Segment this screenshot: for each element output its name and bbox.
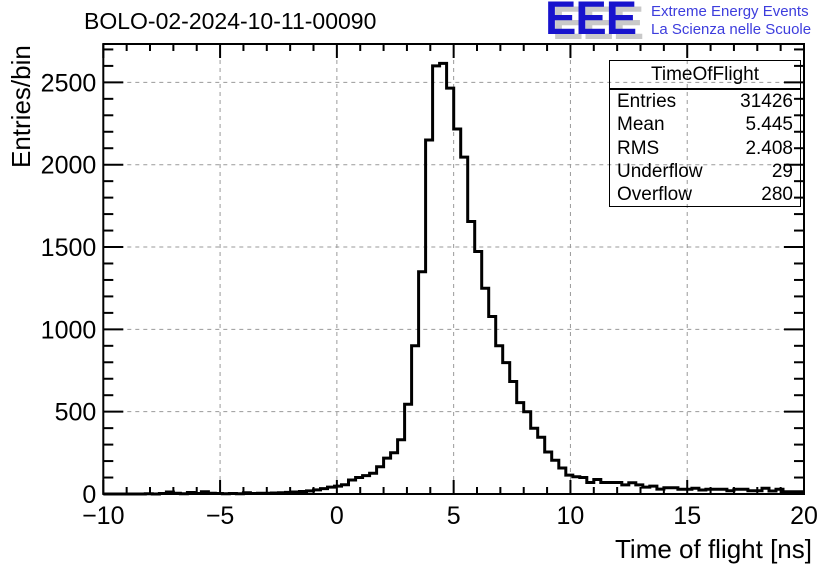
stats-value: 5.445: [745, 114, 793, 136]
y-tick-label: 0: [82, 481, 96, 509]
y-tick-label: 1500: [41, 234, 97, 262]
x-tick-label: 10: [557, 502, 585, 530]
stats-label: Mean: [617, 114, 665, 136]
x-tick-label: −10: [82, 502, 124, 530]
x-tick-label: −5: [206, 502, 235, 530]
stats-row-entries: Entries 31426: [610, 90, 800, 113]
eee-logo-acronym: EEE: [545, 0, 637, 44]
stats-value: 280: [761, 184, 793, 206]
stats-value: 29: [771, 160, 793, 182]
y-tick-label: 2500: [41, 69, 97, 97]
stats-row-underflow: Underflow 29: [610, 160, 800, 183]
y-tick-labels: 0 500 1000 1500 2000 2500: [41, 69, 97, 509]
x-axis-title: Time of flight [ns]: [615, 534, 812, 564]
y-tick-label: 500: [55, 399, 97, 427]
stats-box: TimeOfFlight Entries 31426 Mean 5.445 RMS 2.4…: [609, 60, 801, 207]
stats-label: RMS: [617, 137, 660, 159]
stats-title: TimeOfFlight: [610, 61, 800, 90]
stats-rows: Entries 31426 Mean 5.445 RMS 2.408 Underflow 29…: [610, 90, 800, 206]
stats-row-mean: Mean 5.445: [610, 113, 800, 136]
stats-label: Underflow: [617, 160, 703, 182]
eee-logo-subtitles: Extreme Energy Events La Scienza nelle S…: [651, 3, 836, 39]
stats-row-rms: RMS 2.408: [610, 137, 800, 160]
stats-row-overflow: Overflow 280: [610, 183, 800, 206]
plot-title: BOLO-02-2024-10-11-00090: [84, 8, 377, 34]
x-tick-label: 15: [673, 502, 701, 530]
x-tick-label: 20: [790, 502, 818, 530]
logo-subtitle-2: La Scienza nelle Scuole: [651, 21, 812, 38]
stats-label: Entries: [617, 91, 677, 112]
x-tick-label: 0: [330, 502, 344, 530]
axis-ticks: [102, 44, 805, 495]
y-tick-label: 1000: [41, 316, 97, 344]
stats-value: 31426: [740, 91, 793, 112]
stats-value: 2.408: [745, 137, 793, 159]
x-tick-label: 5: [447, 502, 461, 530]
stats-label: Overflow: [617, 184, 692, 206]
logo-subtitle-1: Extreme Energy Events: [651, 3, 809, 20]
x-tick-labels: −10 −5 0 5 10 15 20: [82, 502, 818, 530]
y-tick-label: 2000: [41, 152, 97, 180]
